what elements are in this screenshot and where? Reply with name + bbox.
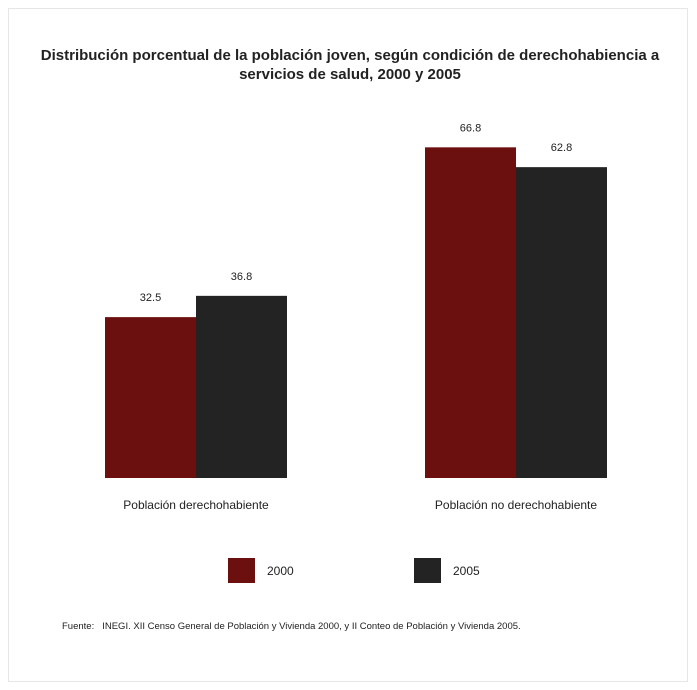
source-label: Fuente:	[62, 621, 95, 632]
value-label-2005-0: 36.8	[231, 271, 252, 283]
value-label-2000-1: 66.8	[460, 122, 481, 134]
category-label-0: Población derechohabiente	[123, 498, 269, 512]
bar-2000-no-derechohabiente	[425, 147, 516, 478]
source-text: INEGI. XII Censo General de Población y …	[102, 621, 521, 632]
value-label-2000-0: 32.5	[140, 292, 161, 304]
source-note: Fuente: INEGI. XII Censo General de Pobl…	[62, 620, 670, 633]
value-label-2005-1: 62.8	[551, 142, 572, 154]
bar-2005-no-derechohabiente	[516, 167, 607, 478]
chart-title: Distribución porcentual de la población …	[40, 47, 660, 83]
bar-2000-derechohabiente	[105, 317, 196, 478]
category-label-1: Población no derechohabiente	[435, 498, 597, 512]
bar-2005-derechohabiente	[196, 295, 287, 478]
